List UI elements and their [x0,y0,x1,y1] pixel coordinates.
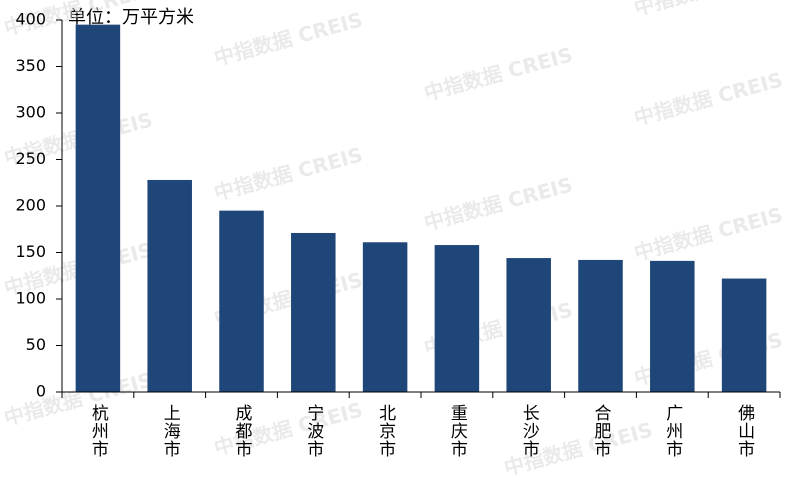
x-tick-label: 北京市 [375,404,396,458]
bar [650,260,695,392]
y-tick-label: 250 [15,149,46,168]
watermark: 中指数据 CREIS [422,42,576,105]
y-tick-label: 350 [15,56,46,75]
x-tick-label: 合肥市 [591,404,612,458]
x-tick-label: 重庆市 [447,404,468,458]
y-tick-label: 150 [15,242,46,261]
x-tick-label: 佛山市 [734,404,755,458]
x-tick-label: 成都市 [232,404,253,458]
watermark: 中指数据 CREIS [422,172,576,235]
bar [362,242,408,392]
bar [147,179,192,392]
bar [506,258,551,392]
y-tick-label: 200 [15,196,46,215]
y-tick-label: 50 [26,335,46,354]
bar [219,210,264,392]
bar [75,24,121,393]
x-tick-label: 上海市 [160,404,181,458]
y-tick-label: 100 [15,289,46,308]
x-tick-label: 杭州市 [88,404,109,458]
bar [434,245,480,392]
watermark: 中指数据 CREIS [632,202,786,265]
bar [291,232,336,392]
watermark: 中指数据 CREIS [632,0,786,20]
watermark: 中指数据 CREIS [632,67,786,130]
watermark: 中指数据 CREIS [212,142,366,205]
y-tick-label: 400 [15,10,46,29]
watermark: 中指数据 CREIS [212,7,366,70]
unit-label: 单位：万平方米 [68,7,194,28]
x-tick-label: 长沙市 [519,404,540,458]
y-tick-label: 0 [36,382,46,401]
x-tick-label: 广州市 [662,404,683,458]
bar [578,259,623,392]
bar [721,278,767,392]
x-tick-label: 宁波市 [303,404,324,458]
y-tick-label: 300 [15,103,46,122]
